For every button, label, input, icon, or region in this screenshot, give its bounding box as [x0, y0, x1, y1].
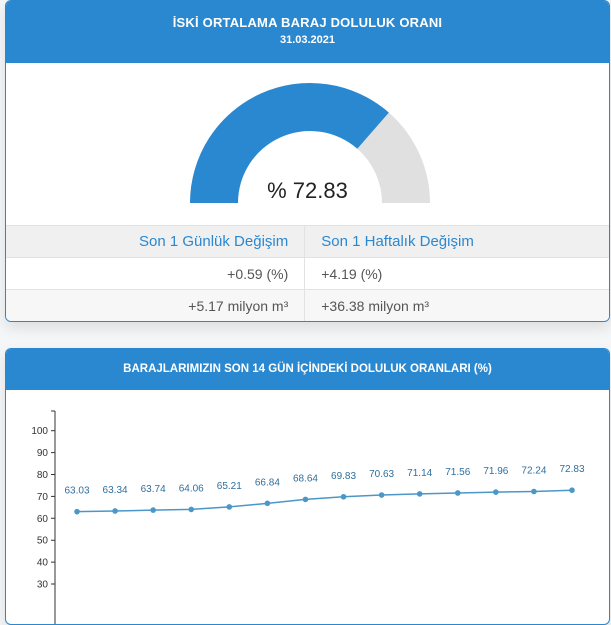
series-line	[76, 489, 573, 513]
occupancy-line-chart: 100 90 80 70 60 50 40 30 63.03 63.34 63.74 64.06 65.…	[31, 410, 585, 624]
chart-card: BARAJLARIMIZIN SON 14 GÜN İÇİNDEKİ DOLUL…	[5, 348, 610, 625]
gauge-graphic	[190, 83, 430, 203]
data-label: 63.03	[64, 486, 89, 497]
data-point	[416, 491, 423, 497]
data-point	[264, 500, 271, 507]
daily-change-percent: +0.59 (%)	[6, 257, 306, 290]
gauge-card-date: 31.03.2021	[279, 34, 336, 46]
gauge-track	[357, 112, 430, 203]
data-label: 71.56	[445, 467, 470, 478]
data-label: 69.83	[331, 471, 356, 482]
gauge-fill	[190, 83, 389, 203]
stats-header-row: Son 1 Günlük Değişim Son 1 Haftalık Deği…	[6, 225, 609, 258]
gauge-value: % 72.83	[267, 178, 348, 203]
gauge-card-header: İSKİ ORTALAMA BARAJ DOLULUK ORANI 31.03.…	[6, 1, 609, 63]
data-label: 63.34	[103, 485, 128, 496]
data-label: 71.14	[407, 468, 432, 479]
stats-row-volume: +5.17 milyon m³ +36.38 milyon m³	[6, 289, 609, 321]
data-point	[74, 508, 80, 515]
data-point	[340, 493, 347, 500]
data-point	[188, 506, 195, 513]
y-tick-label: 100	[31, 426, 48, 437]
data-label: 63.74	[141, 484, 166, 495]
daily-change-volume: +5.17 milyon m³	[6, 289, 306, 321]
weekly-change-header: Son 1 Haftalık Değişim	[304, 225, 609, 258]
y-tick-label: 80	[37, 470, 49, 481]
weekly-change-volume: +36.38 milyon m³	[304, 289, 609, 321]
gauge: % 72.83	[6, 63, 609, 225]
change-stats-table: Son 1 Günlük Değişim Son 1 Haftalık Deği…	[6, 225, 609, 321]
y-tick-label: 70	[37, 492, 49, 503]
data-label: 68.64	[293, 473, 318, 484]
chart-card-header: BARAJLARIMIZIN SON 14 GÜN İÇİNDEKİ DOLUL…	[6, 349, 609, 390]
gauge-card: İSKİ ORTALAMA BARAJ DOLULUK ORANI 31.03.…	[5, 0, 610, 322]
gauge-card-title: İSKİ ORTALAMA BARAJ DOLULUK ORANI	[172, 15, 443, 30]
data-point	[226, 504, 233, 510]
data-label: 71.96	[483, 466, 508, 477]
data-label: 64.06	[179, 483, 204, 494]
data-label: 66.84	[255, 477, 280, 488]
data-point	[150, 507, 156, 513]
daily-change-header: Son 1 Günlük Değişim	[6, 225, 306, 258]
y-tick-label: 30	[37, 580, 49, 591]
data-point	[531, 488, 537, 495]
data-point	[454, 490, 461, 496]
chart-card-title: BARAJLARIMIZIN SON 14 GÜN İÇİNDEKİ DOLUL…	[123, 363, 492, 375]
data-point	[112, 508, 118, 514]
stats-row-percent: +0.59 (%) +4.19 (%)	[6, 257, 609, 290]
data-point	[378, 492, 385, 498]
y-tick-label: 90	[37, 448, 49, 459]
data-point	[493, 489, 499, 495]
weekly-change-percent: +4.19 (%)	[304, 257, 609, 290]
y-tick-label: 50	[37, 536, 49, 547]
data-label: 70.63	[369, 469, 394, 480]
data-label: 72.24	[521, 465, 546, 476]
data-label: 65.21	[217, 481, 242, 492]
data-point	[302, 496, 309, 503]
y-tick-label: 60	[37, 514, 49, 525]
data-point	[569, 487, 575, 494]
data-label: 72.83	[559, 464, 584, 475]
y-tick-label: 40	[37, 558, 49, 569]
